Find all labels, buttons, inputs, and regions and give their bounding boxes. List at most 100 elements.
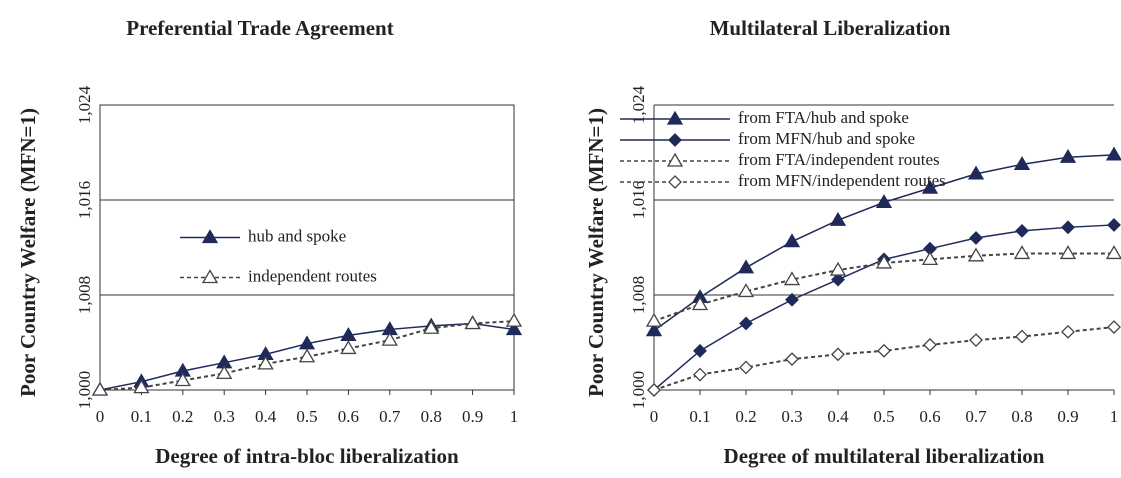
legend-marker <box>668 175 682 189</box>
marker <box>693 367 707 382</box>
x-tick-label: 0.3 <box>214 407 235 426</box>
legend-label: from FTA/hub and spoke <box>738 108 909 127</box>
marker <box>737 283 755 298</box>
y-tick-label: 1,024 <box>75 85 94 124</box>
series-line <box>99 320 515 391</box>
marker <box>693 343 707 358</box>
x-tick-label: 0.1 <box>131 407 152 426</box>
marker <box>257 355 274 370</box>
marker <box>505 312 523 327</box>
x-tick-label: 0.8 <box>1011 407 1032 426</box>
marker <box>91 381 109 396</box>
marker <box>1107 218 1121 232</box>
y-tick-label: 1,008 <box>629 276 648 314</box>
marker <box>1059 148 1077 163</box>
x-tick-label: 0.6 <box>338 407 359 426</box>
marker <box>877 343 891 358</box>
y-tick-label: 1,024 <box>629 85 648 124</box>
y-axis-title: Poor Country Welfare (MFN=1) <box>16 108 40 397</box>
marker <box>505 321 523 336</box>
marker <box>1059 245 1077 260</box>
marker <box>921 251 939 266</box>
marker <box>785 292 799 307</box>
x-tick-label: 0.4 <box>827 407 849 426</box>
x-tick-label: 0.6 <box>919 407 940 426</box>
x-tick-label: 0.9 <box>1057 407 1078 426</box>
marker <box>875 254 893 269</box>
series-line <box>653 224 1115 391</box>
marker <box>298 348 316 363</box>
chart-title: Multilateral Liberalization <box>710 16 951 40</box>
x-tick-label: 0.5 <box>296 407 317 426</box>
series-line <box>653 252 1114 323</box>
legend-marker <box>201 269 219 284</box>
x-tick-label: 1 <box>1110 407 1119 426</box>
marker <box>875 194 893 209</box>
x-tick-label: 0.3 <box>781 407 802 426</box>
marker <box>423 319 440 334</box>
x-tick-label: 0 <box>96 407 105 426</box>
x-tick-label: 1 <box>510 407 519 426</box>
x-tick-label: 0.8 <box>421 407 442 426</box>
marker <box>829 211 847 226</box>
marker <box>1107 320 1121 334</box>
legend-label: independent routes <box>248 266 377 285</box>
legend-marker <box>666 110 684 125</box>
marker <box>1061 220 1075 235</box>
marker <box>1061 324 1075 339</box>
plot-frame <box>99 104 515 391</box>
legend-label: from FTA/independent routes <box>738 150 940 169</box>
marker <box>739 360 753 375</box>
legend-label: from MFN/hub and spoke <box>738 129 915 148</box>
legend-marker <box>201 229 219 244</box>
x-tick-label: 0.1 <box>689 407 710 426</box>
y-axis-title: Poor Country Welfare (MFN=1) <box>584 108 608 397</box>
y-tick-label: 1,016 <box>75 181 94 219</box>
x-tick-label: 0.7 <box>965 407 987 426</box>
x-tick-label: 0.2 <box>172 407 193 426</box>
marker <box>783 271 801 286</box>
y-tick-label: 1,000 <box>75 371 94 409</box>
marker <box>831 347 845 362</box>
x-tick-label: 0.7 <box>379 407 401 426</box>
marker <box>647 383 661 397</box>
marker <box>381 331 398 346</box>
marker <box>1015 329 1029 344</box>
x-tick-label: 0.4 <box>255 407 277 426</box>
x-tick-label: 0 <box>650 407 659 426</box>
x-tick-label: 0.2 <box>735 407 756 426</box>
marker <box>967 247 985 262</box>
x-axis-title: Degree of multilateral liberalization <box>724 444 1045 468</box>
marker <box>969 333 983 348</box>
marker <box>785 352 799 367</box>
y-tick-label: 1,008 <box>75 276 94 314</box>
marker <box>969 231 983 245</box>
legend-marker <box>668 133 682 147</box>
marker <box>174 372 191 387</box>
marker <box>831 272 845 287</box>
marker <box>691 296 709 311</box>
legend-marker <box>666 152 684 167</box>
marker <box>645 322 663 337</box>
legend-label: hub and spoke <box>248 226 346 245</box>
marker <box>464 315 481 330</box>
marker <box>1015 223 1029 238</box>
marker <box>739 316 753 331</box>
marker <box>216 365 233 380</box>
x-axis-title: Degree of intra-bloc liberalization <box>155 444 459 468</box>
marker <box>783 233 801 248</box>
marker <box>340 340 357 355</box>
marker <box>967 165 985 180</box>
x-tick-label: 0.9 <box>462 407 483 426</box>
marker <box>921 179 939 194</box>
marker <box>1105 245 1121 260</box>
y-tick-label: 1,016 <box>629 181 648 219</box>
chart-title: Preferential Trade Agreement <box>126 16 393 40</box>
marker <box>1013 156 1031 171</box>
legend-label: from MFN/independent routes <box>738 171 946 190</box>
marker <box>1013 245 1031 260</box>
y-tick-label: 1,000 <box>629 371 648 409</box>
marker <box>1105 146 1121 161</box>
marker <box>133 379 150 394</box>
